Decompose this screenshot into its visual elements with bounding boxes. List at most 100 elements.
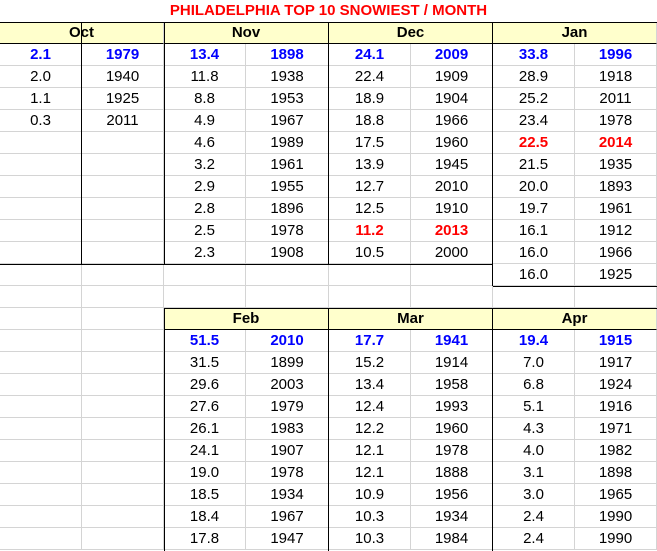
grid-cell[interactable] bbox=[82, 418, 164, 440]
year-value[interactable]: 1904 bbox=[411, 88, 493, 110]
year-value[interactable]: 1941 bbox=[411, 330, 493, 352]
year-value[interactable]: 1914 bbox=[411, 352, 493, 374]
snowfall-value[interactable]: 13.4 bbox=[329, 374, 411, 396]
grid-cell[interactable] bbox=[0, 220, 82, 242]
year-value[interactable]: 1978 bbox=[246, 462, 329, 484]
snowfall-value[interactable]: 0.3 bbox=[0, 110, 82, 132]
snowfall-value[interactable]: 17.5 bbox=[329, 132, 411, 154]
grid-cell[interactable] bbox=[0, 418, 82, 440]
year-value[interactable]: 1984 bbox=[411, 528, 493, 550]
grid-cell[interactable] bbox=[0, 506, 82, 528]
year-value[interactable]: 2010 bbox=[246, 330, 329, 352]
year-value[interactable]: 1953 bbox=[246, 88, 329, 110]
month-header-dec[interactable]: Dec bbox=[329, 22, 493, 44]
year-value[interactable]: 1908 bbox=[246, 242, 329, 264]
year-value[interactable]: 1898 bbox=[575, 462, 657, 484]
snowfall-value[interactable]: 7.0 bbox=[493, 352, 575, 374]
year-value[interactable]: 1983 bbox=[246, 418, 329, 440]
snowfall-value[interactable]: 33.8 bbox=[493, 44, 575, 66]
snowfall-value[interactable]: 12.1 bbox=[329, 462, 411, 484]
year-value[interactable]: 1898 bbox=[246, 44, 329, 66]
snowfall-value[interactable]: 13.9 bbox=[329, 154, 411, 176]
year-value[interactable]: 1996 bbox=[575, 44, 657, 66]
snowfall-value[interactable]: 8.8 bbox=[164, 88, 246, 110]
year-value[interactable]: 2011 bbox=[575, 88, 657, 110]
year-value[interactable]: 1893 bbox=[575, 176, 657, 198]
year-value[interactable]: 1938 bbox=[246, 66, 329, 88]
snowfall-value[interactable]: 29.6 bbox=[164, 374, 246, 396]
snowfall-value[interactable]: 19.7 bbox=[493, 198, 575, 220]
snowfall-value[interactable]: 22.4 bbox=[329, 66, 411, 88]
grid-cell[interactable] bbox=[82, 462, 164, 484]
year-value[interactable]: 2003 bbox=[246, 374, 329, 396]
snowfall-value[interactable]: 2.0 bbox=[0, 66, 82, 88]
grid-cell[interactable] bbox=[0, 198, 82, 220]
snowfall-value[interactable]: 27.6 bbox=[164, 396, 246, 418]
snowfall-value[interactable]: 10.3 bbox=[329, 506, 411, 528]
snowfall-value[interactable]: 18.5 bbox=[164, 484, 246, 506]
snowfall-value[interactable]: 24.1 bbox=[164, 440, 246, 462]
month-header-oct[interactable]: Oct bbox=[0, 22, 164, 44]
year-value[interactable]: 1971 bbox=[575, 418, 657, 440]
grid-cell[interactable] bbox=[82, 308, 164, 330]
grid-cell[interactable] bbox=[0, 286, 82, 308]
grid-cell[interactable] bbox=[82, 440, 164, 462]
grid-cell[interactable] bbox=[82, 220, 164, 242]
grid-cell[interactable] bbox=[0, 396, 82, 418]
grid-cell[interactable] bbox=[329, 286, 411, 308]
snowfall-value[interactable]: 2.5 bbox=[164, 220, 246, 242]
snowfall-value[interactable]: 11.2 bbox=[329, 220, 411, 242]
grid-cell[interactable] bbox=[82, 176, 164, 198]
year-value[interactable]: 1925 bbox=[575, 264, 657, 286]
snowfall-value[interactable]: 26.1 bbox=[164, 418, 246, 440]
year-value[interactable]: 1967 bbox=[246, 506, 329, 528]
snowfall-value[interactable]: 16.0 bbox=[493, 242, 575, 264]
grid-cell[interactable] bbox=[0, 528, 82, 550]
grid-cell[interactable] bbox=[82, 154, 164, 176]
year-value[interactable]: 1912 bbox=[575, 220, 657, 242]
snowfall-value[interactable]: 10.5 bbox=[329, 242, 411, 264]
snowfall-value[interactable]: 23.4 bbox=[493, 110, 575, 132]
grid-cell[interactable] bbox=[0, 484, 82, 506]
month-header-nov[interactable]: Nov bbox=[164, 22, 329, 44]
snowfall-value[interactable]: 2.8 bbox=[164, 198, 246, 220]
snowfall-value[interactable]: 21.5 bbox=[493, 154, 575, 176]
grid-cell[interactable] bbox=[82, 132, 164, 154]
year-value[interactable]: 1979 bbox=[82, 44, 164, 66]
snowfall-value[interactable]: 2.4 bbox=[493, 528, 575, 550]
year-value[interactable]: 1978 bbox=[411, 440, 493, 462]
year-value[interactable]: 1958 bbox=[411, 374, 493, 396]
year-value[interactable]: 2011 bbox=[82, 110, 164, 132]
month-header-mar[interactable]: Mar bbox=[329, 308, 493, 330]
snowfall-value[interactable]: 5.1 bbox=[493, 396, 575, 418]
snowfall-value[interactable]: 19.4 bbox=[493, 330, 575, 352]
snowfall-value[interactable]: 17.7 bbox=[329, 330, 411, 352]
snowfall-value[interactable]: 11.8 bbox=[164, 66, 246, 88]
snowfall-value[interactable]: 4.9 bbox=[164, 110, 246, 132]
grid-cell[interactable] bbox=[0, 352, 82, 374]
snowfall-value[interactable]: 16.1 bbox=[493, 220, 575, 242]
snowfall-value[interactable]: 4.0 bbox=[493, 440, 575, 462]
year-value[interactable]: 1907 bbox=[246, 440, 329, 462]
grid-cell[interactable] bbox=[0, 374, 82, 396]
year-value[interactable]: 1896 bbox=[246, 198, 329, 220]
grid-cell[interactable] bbox=[0, 462, 82, 484]
snowfall-value[interactable]: 4.6 bbox=[164, 132, 246, 154]
grid-cell[interactable] bbox=[0, 242, 82, 264]
snowfall-value[interactable]: 24.1 bbox=[329, 44, 411, 66]
grid-cell[interactable] bbox=[82, 396, 164, 418]
snowfall-value[interactable]: 3.0 bbox=[493, 484, 575, 506]
year-value[interactable]: 2013 bbox=[411, 220, 493, 242]
year-value[interactable]: 1979 bbox=[246, 396, 329, 418]
snowfall-value[interactable]: 25.2 bbox=[493, 88, 575, 110]
snowfall-value[interactable]: 4.3 bbox=[493, 418, 575, 440]
snowfall-value[interactable]: 18.8 bbox=[329, 110, 411, 132]
snowfall-value[interactable]: 6.8 bbox=[493, 374, 575, 396]
snowfall-value[interactable]: 1.1 bbox=[0, 88, 82, 110]
grid-cell[interactable] bbox=[82, 198, 164, 220]
grid-cell[interactable] bbox=[82, 286, 164, 308]
snowfall-value[interactable]: 31.5 bbox=[164, 352, 246, 374]
month-header-jan[interactable]: Jan bbox=[493, 22, 657, 44]
snowfall-value[interactable]: 13.4 bbox=[164, 44, 246, 66]
year-value[interactable]: 1940 bbox=[82, 66, 164, 88]
